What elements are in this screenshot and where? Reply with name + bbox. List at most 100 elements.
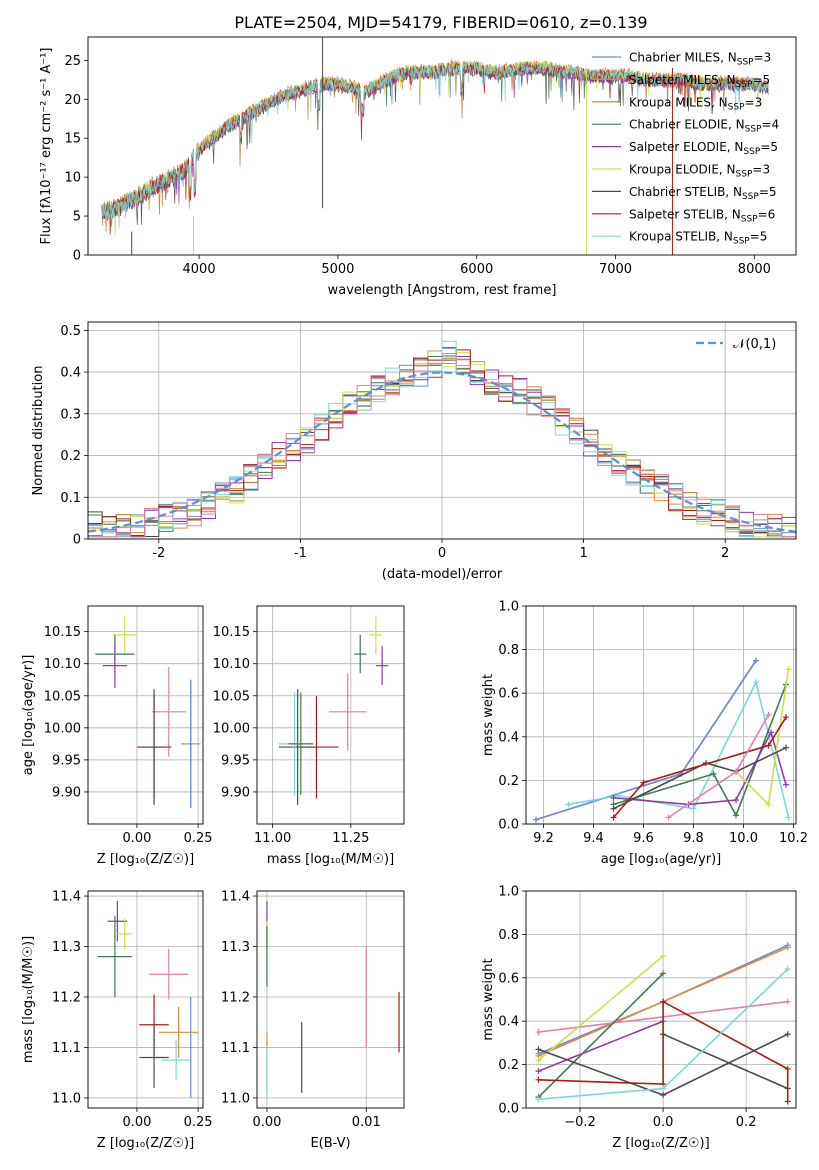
y-tick-label: 11.3 [221,940,250,955]
data-point [117,918,133,950]
x-tick-label: 11.25 [332,831,369,846]
mass-weight-marker [690,805,697,812]
y-tick-label: 11.4 [52,890,81,905]
data-point [144,689,164,805]
mass-weight-marker [535,1046,542,1053]
mass-weight-marker [660,998,667,1005]
mass-weight-line [537,972,664,1098]
legend-label: Chabrier STELIB, NSSP=5 [629,185,777,202]
legend-label: Kroupa STELIB, NSSP=5 [629,230,767,247]
spectrum-line [101,61,769,229]
plot-area-residual-histogram [88,340,796,538]
y-tick-label: 11.0 [221,1091,250,1106]
mass-weight-marker [733,797,739,804]
figure-title: PLATE=2504, MJD=54179, FIBERID=0610, z=0… [234,13,647,32]
mass-weight-marker [753,657,759,664]
y-tick-label: 15 [64,132,81,147]
plot-area-age-vs-Z [95,615,201,808]
y-tick-label: 10.15 [213,625,250,640]
y-tick-label: 0.1 [60,491,81,506]
y-axis-label: Normed distribution [31,366,46,496]
mass-weight-marker [784,944,791,951]
y-axis-label: mass weight [481,674,496,756]
mass-weight-marker [660,1085,667,1092]
data-point [188,679,194,808]
mass-weight-marker [533,816,539,823]
mass-weight-marker [610,794,617,801]
y-axis-label: mass weight [481,958,496,1040]
panel-mass-vs-Z: 0.00 0.25 11.0 11.1 11.2 11.3 11.4 Z [log₁₀(Z/Z… [21,890,213,1151]
mass-weight-marker [765,801,772,808]
y-tick-label: 0 [73,249,81,264]
y-tick-label: 0.8 [498,643,519,658]
x-tick-label: 6000 [460,262,493,277]
y-tick-label: 0.4 [498,730,519,745]
x-tick-label: 0 [438,546,446,561]
mass-weight-marker [733,812,739,819]
mass-weight-line [662,1033,789,1090]
mass-weight-marker [753,679,759,686]
data-point [112,615,137,655]
x-tick-label: 8000 [738,262,771,277]
data-point [151,666,186,757]
y-tick-label: 9.90 [52,785,81,800]
data-point [278,689,317,805]
mass-weight-marker [610,805,617,812]
x-tick-label: 10.0 [729,831,758,846]
x-tick-label: 0.00 [252,1115,281,1130]
x-tick-label: −0.2 [564,1115,596,1130]
mass-weight-marker [765,712,772,718]
y-tick-label: 9.95 [52,753,81,768]
mass-weight-marker [535,1068,542,1075]
axes-frame [256,605,405,825]
y-tick-label: 0.0 [498,818,519,833]
legend-label: Chabrier MILES, NSSP=3 [629,51,771,68]
data-point [149,949,189,1000]
mass-weight-line [535,660,757,821]
x-tick-label: 2 [721,546,729,561]
mass-weight-marker [783,714,789,721]
y-tick-label: 11.1 [221,1041,250,1056]
y-tick-label: 10.00 [213,721,250,736]
data-point [107,901,128,942]
y-tick-label: 0.2 [498,774,519,789]
y-tick-label: 11.2 [52,990,81,1005]
legend-label: Salpeter ELODIE, NSSP=5 [629,140,778,157]
mass-weight-marker [535,1057,542,1064]
x-tick-label: 9.6 [633,831,654,846]
y-tick-label: 0.6 [498,971,519,986]
histogram-step [88,353,796,538]
y-tick-label: 5 [73,210,81,225]
mass-weight-line [613,684,787,818]
y-tick-label: 11.2 [221,990,250,1005]
y-tick-label: 11.4 [221,890,250,905]
y-tick-label: 0.2 [60,449,81,464]
x-tick-label: 0.2 [736,1115,757,1130]
panel-residual-histogram: -2 -1 0 1 2 0 0.1 0.2 0.3 0.4 0.5 (data-model)/erro… [31,321,797,582]
axes-frame [525,605,797,825]
y-tick-label: 0.8 [498,928,519,943]
data-point [328,673,367,751]
x-tick-label: 0.00 [122,831,151,846]
plot-area-mass-weight-vs-Z [535,942,791,1105]
y-tick-label: 0.3 [60,407,81,422]
mass-weight-marker [710,770,717,777]
x-axis-label: Z [log₁₀(Z/Z☉)] [97,1136,194,1151]
y-tick-label: 10.10 [44,657,81,672]
mass-weight-marker [785,814,792,821]
normal-curve [88,371,796,533]
y-tick-label: 10.05 [44,689,81,704]
legend-label: Kroupa ELODIE, NSSP=3 [629,163,770,180]
x-tick-label: 1 [579,546,587,561]
x-tick-label: 9.8 [683,831,704,846]
x-tick-label: 7000 [599,262,632,277]
legend-label: 𝒩(0,1) [733,337,776,352]
mass-weight-marker [535,1076,542,1083]
axes-frame [87,321,797,540]
y-tick-label: 0.0 [498,1102,519,1117]
mass-weight-line [538,1020,664,1072]
panel-mass-weight-vs-age: 9.2 9.4 9.6 9.8 10.0 10.2 0.0 0.2 0.4 0.6 0.8 1.0 ag… [481,600,808,868]
y-tick-label: 10 [64,171,81,186]
mass-weight-marker [784,998,791,1005]
plot-area-mass-vs-Z [97,901,199,1098]
